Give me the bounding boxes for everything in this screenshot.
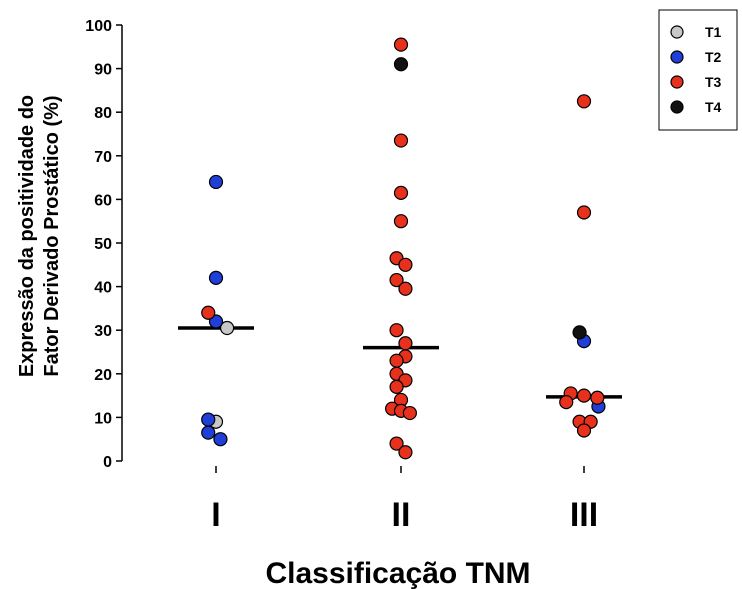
legend-box: [658, 9, 738, 131]
data-point-t3: [576, 205, 592, 220]
data-point-t3: [398, 257, 413, 272]
data-point-t3: [389, 272, 404, 288]
legend-label-t1: T1: [705, 24, 722, 40]
y-axis-title: Expressão da positividade do Fator Deriv…: [16, 95, 63, 377]
y-tick-label: 80: [94, 105, 112, 122]
legend-label-t2: T2: [705, 49, 722, 65]
data-point-t2: [213, 432, 228, 447]
data-point-t3: [559, 395, 574, 410]
data-point-t3: [398, 336, 413, 351]
y-tick-label: 30: [94, 323, 112, 340]
data-point-t3: [576, 423, 592, 438]
data-point-t3: [398, 281, 413, 296]
y-tick-label: 60: [94, 192, 112, 209]
data-point-t2: [201, 425, 216, 440]
legend-marker-t1: [670, 25, 684, 39]
y-tick-label: 10: [94, 410, 112, 427]
data-point-t3: [393, 214, 409, 229]
x-category-label: III: [570, 496, 598, 534]
legend: T1 T2 T3 T4: [658, 9, 738, 131]
data-point-t3: [398, 445, 413, 460]
x-axis-title: Classificação TNM: [265, 557, 530, 589]
data-point-t3: [590, 390, 605, 405]
data-point-t2: [201, 412, 216, 427]
data-point-t3: [402, 405, 417, 421]
data-points: [201, 37, 606, 460]
data-point-t3: [389, 323, 404, 338]
data-point-t3: [201, 305, 216, 320]
y-axis-title-line-1: Expressão da positividade do: [16, 95, 38, 377]
data-point-t3: [389, 379, 404, 394]
y-tick-label: 100: [85, 18, 112, 35]
y-tick-label: 90: [94, 62, 112, 79]
data-point-t3: [576, 388, 592, 403]
y-tick-label: 50: [94, 236, 112, 253]
y-axis: 0 10 20 30 40 50 60 70 80 90 100: [85, 18, 123, 471]
data-point-t3: [389, 353, 404, 368]
legend-label-t3: T3: [705, 74, 722, 90]
data-point-t2: [208, 174, 224, 190]
legend-marker-t2: [670, 50, 684, 64]
legend-label-t4: T4: [705, 99, 722, 115]
data-point-t3: [393, 37, 409, 52]
data-point-t3: [393, 133, 409, 148]
data-point-t2: [208, 270, 224, 285]
y-axis-title-line-2: Fator Derivado Prostático (%): [41, 95, 63, 376]
data-point-t4: [393, 57, 409, 72]
y-tick-label: 0: [103, 454, 112, 471]
y-tick-label: 40: [94, 280, 112, 297]
legend-marker-t4: [670, 100, 684, 114]
x-category-label: I: [211, 496, 220, 534]
y-tick-label: 70: [94, 149, 112, 166]
legend-marker-t3: [670, 75, 684, 89]
x-category-label: II: [392, 496, 411, 534]
x-axis-categories: I II III: [211, 466, 598, 534]
data-point-t4: [572, 325, 587, 340]
data-point-t3: [576, 94, 592, 109]
y-tick-label: 20: [94, 367, 112, 384]
data-point-t3: [393, 185, 409, 200]
data-point-t3: [389, 436, 404, 451]
data-point-t1: [220, 320, 235, 336]
